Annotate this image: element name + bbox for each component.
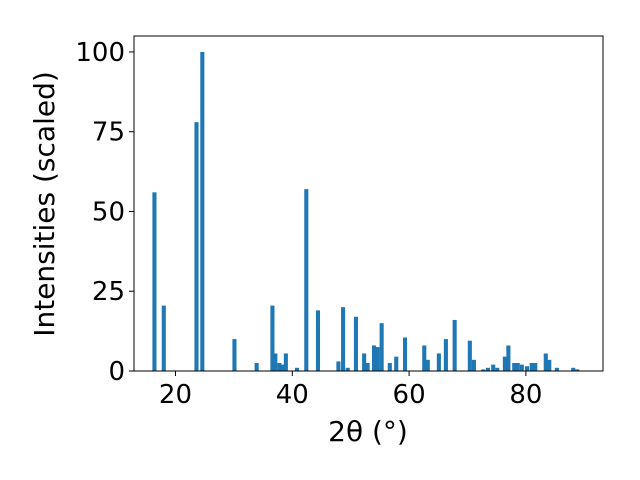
bar [512, 363, 517, 371]
bar [345, 367, 350, 371]
bar [254, 363, 259, 371]
bar [491, 364, 496, 371]
bar [372, 345, 377, 371]
x-tick-label: 20 [159, 380, 192, 410]
bar [547, 359, 552, 371]
y-tick-label: 75 [92, 118, 125, 148]
bar [519, 364, 524, 371]
bar [379, 323, 384, 371]
bar [425, 359, 430, 371]
bar [529, 363, 534, 371]
bar [294, 367, 299, 371]
plot-frame [133, 35, 604, 372]
bar [554, 367, 559, 371]
bar [200, 51, 205, 371]
bar [515, 363, 520, 371]
bar [402, 337, 408, 371]
bar [375, 347, 380, 371]
bar [422, 345, 427, 371]
bar [452, 319, 457, 371]
y-tick-label: 0 [108, 357, 125, 387]
bar [525, 366, 530, 371]
bar [336, 361, 341, 371]
x-tick-label: 80 [509, 380, 542, 410]
y-axis-label: Intensities (scaled) [28, 71, 61, 337]
bar [353, 316, 358, 371]
bar [280, 364, 285, 371]
bar [443, 339, 448, 371]
bar [575, 369, 580, 371]
y-tick-label: 50 [92, 197, 125, 227]
bar [436, 353, 441, 371]
bar [232, 339, 237, 371]
bar [506, 345, 511, 371]
bar [283, 353, 288, 371]
y-axis: 0 25 50 75 100 [75, 38, 134, 387]
bars-layer [152, 51, 580, 371]
x-axis-label: 2θ (°) [328, 415, 408, 448]
bar [304, 189, 309, 371]
bar [481, 369, 486, 371]
x-tick-label: 40 [276, 380, 309, 410]
bar [277, 363, 282, 371]
bar [471, 359, 476, 371]
bar [467, 340, 472, 371]
bar [161, 305, 166, 371]
bar [495, 367, 500, 371]
bar [194, 122, 199, 371]
bar [152, 192, 157, 371]
bar [362, 353, 367, 371]
bar [543, 353, 548, 371]
bar [270, 305, 275, 371]
bar [365, 363, 370, 371]
x-axis: 20 40 60 80 [159, 371, 542, 410]
bar [341, 307, 346, 371]
bar [485, 367, 490, 371]
bar [394, 356, 399, 371]
bar [387, 363, 392, 371]
y-tick-label: 25 [92, 277, 125, 307]
y-tick-label: 100 [75, 38, 125, 68]
bar [315, 310, 321, 371]
bar [571, 367, 576, 371]
bar [273, 353, 278, 371]
x-tick-label: 60 [393, 380, 426, 410]
bar [502, 356, 507, 371]
bar [533, 363, 538, 371]
